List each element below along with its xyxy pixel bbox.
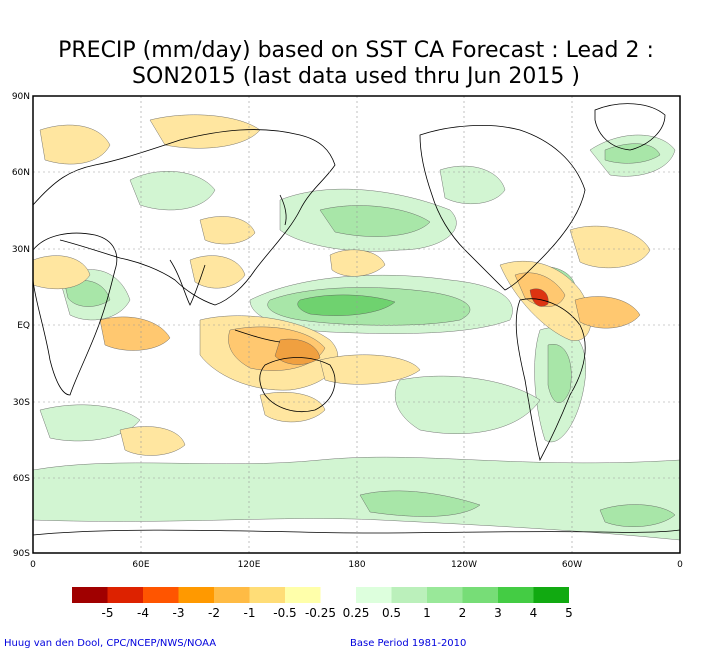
colorbar-label: -2 bbox=[208, 606, 220, 620]
lat-label: 30N bbox=[12, 245, 30, 255]
wet-region-equatorial-pacific-peak bbox=[297, 294, 396, 316]
longitude-labels: 0 60E 120E 180 120W 60W 0 bbox=[30, 560, 683, 570]
colorbar-swatch bbox=[72, 587, 108, 603]
colorbar-label: -1 bbox=[244, 606, 256, 620]
lat-label: 60N bbox=[12, 168, 30, 178]
lon-label: 0 bbox=[30, 560, 36, 570]
colorbar-label: -0.25 bbox=[305, 606, 336, 620]
coast-indonesia bbox=[234, 329, 281, 343]
colorbar-label: -4 bbox=[137, 606, 149, 620]
dry-region-north-pacific-east bbox=[329, 249, 386, 277]
coast-australia bbox=[259, 357, 336, 412]
wet-region-central-asia bbox=[129, 171, 216, 211]
colorbar-swatch bbox=[498, 587, 534, 603]
coast-south-america bbox=[515, 298, 586, 462]
wet-region-southern-ocean-core-1 bbox=[359, 490, 481, 517]
dry-region-north-atlantic bbox=[569, 225, 651, 269]
lat-label: 60S bbox=[13, 474, 30, 484]
colorbar-label: -5 bbox=[102, 606, 114, 620]
colorbar-label: -3 bbox=[173, 606, 185, 620]
coastlines bbox=[33, 103, 680, 536]
base-period-note: Base Period 1981-2010 bbox=[350, 638, 467, 649]
lat-label: 30S bbox=[13, 398, 30, 408]
dry-region-china bbox=[189, 255, 246, 289]
coast-india bbox=[169, 259, 206, 306]
dry-region-atlantic-itcz bbox=[574, 296, 641, 329]
coast-africa bbox=[33, 232, 118, 396]
colorbar-label: 0.5 bbox=[382, 606, 401, 620]
lat-label: 90N bbox=[12, 92, 30, 102]
colorbar-swatch bbox=[427, 587, 463, 603]
dry-region-europe bbox=[39, 124, 111, 165]
colorbar-swatch bbox=[391, 587, 427, 603]
dry-region-east-africa bbox=[99, 316, 171, 351]
wet-region-south-indian bbox=[39, 404, 141, 442]
colorbar-swatch bbox=[462, 587, 498, 603]
colorbar-swatch bbox=[178, 587, 214, 603]
colorbar-label: 4 bbox=[530, 606, 538, 620]
lon-label: 120E bbox=[238, 560, 261, 570]
colorbar-label: 1 bbox=[423, 606, 431, 620]
latitude-labels: 90N 60N 30N EQ 30S 60S 90S bbox=[12, 92, 30, 559]
wet-region-southern-ocean-core-2 bbox=[599, 504, 676, 527]
map-frame bbox=[32, 95, 681, 554]
colorbar-label: 0.25 bbox=[343, 606, 370, 620]
coast-japan bbox=[279, 194, 287, 226]
lon-label: 120W bbox=[451, 560, 477, 570]
dry-region-south-pacific-convergence bbox=[319, 354, 421, 385]
colorbar-label: -0.5 bbox=[273, 606, 296, 620]
lon-label: 60E bbox=[132, 560, 149, 570]
coast-greenland bbox=[594, 103, 666, 151]
coast-eurasia bbox=[33, 129, 336, 306]
lat-label: 90S bbox=[13, 549, 30, 559]
wet-region-south-america-core bbox=[547, 344, 572, 403]
dry-region-central-america-peak bbox=[529, 288, 549, 307]
coast-north-america bbox=[419, 125, 586, 291]
colorbar-label: 2 bbox=[459, 606, 467, 620]
colorbar-label: 3 bbox=[494, 606, 502, 620]
colorbar-swatch bbox=[249, 587, 285, 603]
lon-label: 0 bbox=[677, 560, 683, 570]
wet-region-north-pacific-core bbox=[319, 205, 431, 237]
dry-region-south-indian-ocean bbox=[119, 426, 186, 456]
gridlines bbox=[33, 96, 680, 553]
colorbar-label: 5 bbox=[565, 606, 573, 620]
wet-region-north-america bbox=[439, 165, 506, 204]
wet-region-south-pacific bbox=[394, 375, 541, 434]
colorbar-swatch bbox=[320, 587, 356, 603]
colorbar-swatch bbox=[214, 587, 250, 603]
lon-label: 60W bbox=[562, 560, 582, 570]
colorbar-swatch bbox=[143, 587, 179, 603]
colorbar-swatch bbox=[533, 587, 569, 603]
colorbar-swatch bbox=[356, 587, 392, 603]
map-plot-area bbox=[33, 96, 680, 553]
dry-region-west-africa bbox=[33, 255, 91, 290]
dry-region-australia-south bbox=[259, 392, 326, 423]
color-legend: -5 -4 -3 -2 -1 -0.5 -0.25 0.25 0.5 1 2 3 4 5 bbox=[72, 587, 573, 620]
dry-anomaly-regions bbox=[33, 114, 651, 456]
map-title-line1: PRECIP (mm/day) based on SST CA Forecast… bbox=[58, 38, 654, 63]
coast-antarctica bbox=[33, 529, 680, 536]
author-credit: Huug van den Dool, CPC/NCEP/NWS/NOAA bbox=[4, 638, 217, 649]
lon-label: 180 bbox=[348, 560, 365, 570]
wet-region-greenland-core bbox=[604, 143, 661, 164]
lat-label: EQ bbox=[17, 321, 30, 331]
colorbar-swatch bbox=[107, 587, 143, 603]
colorbar-swatch bbox=[285, 587, 321, 603]
dry-region-north-pacific-west bbox=[199, 216, 256, 245]
map-title-line2: SON2015 (last data used thru Jun 2015 ) bbox=[132, 64, 580, 89]
